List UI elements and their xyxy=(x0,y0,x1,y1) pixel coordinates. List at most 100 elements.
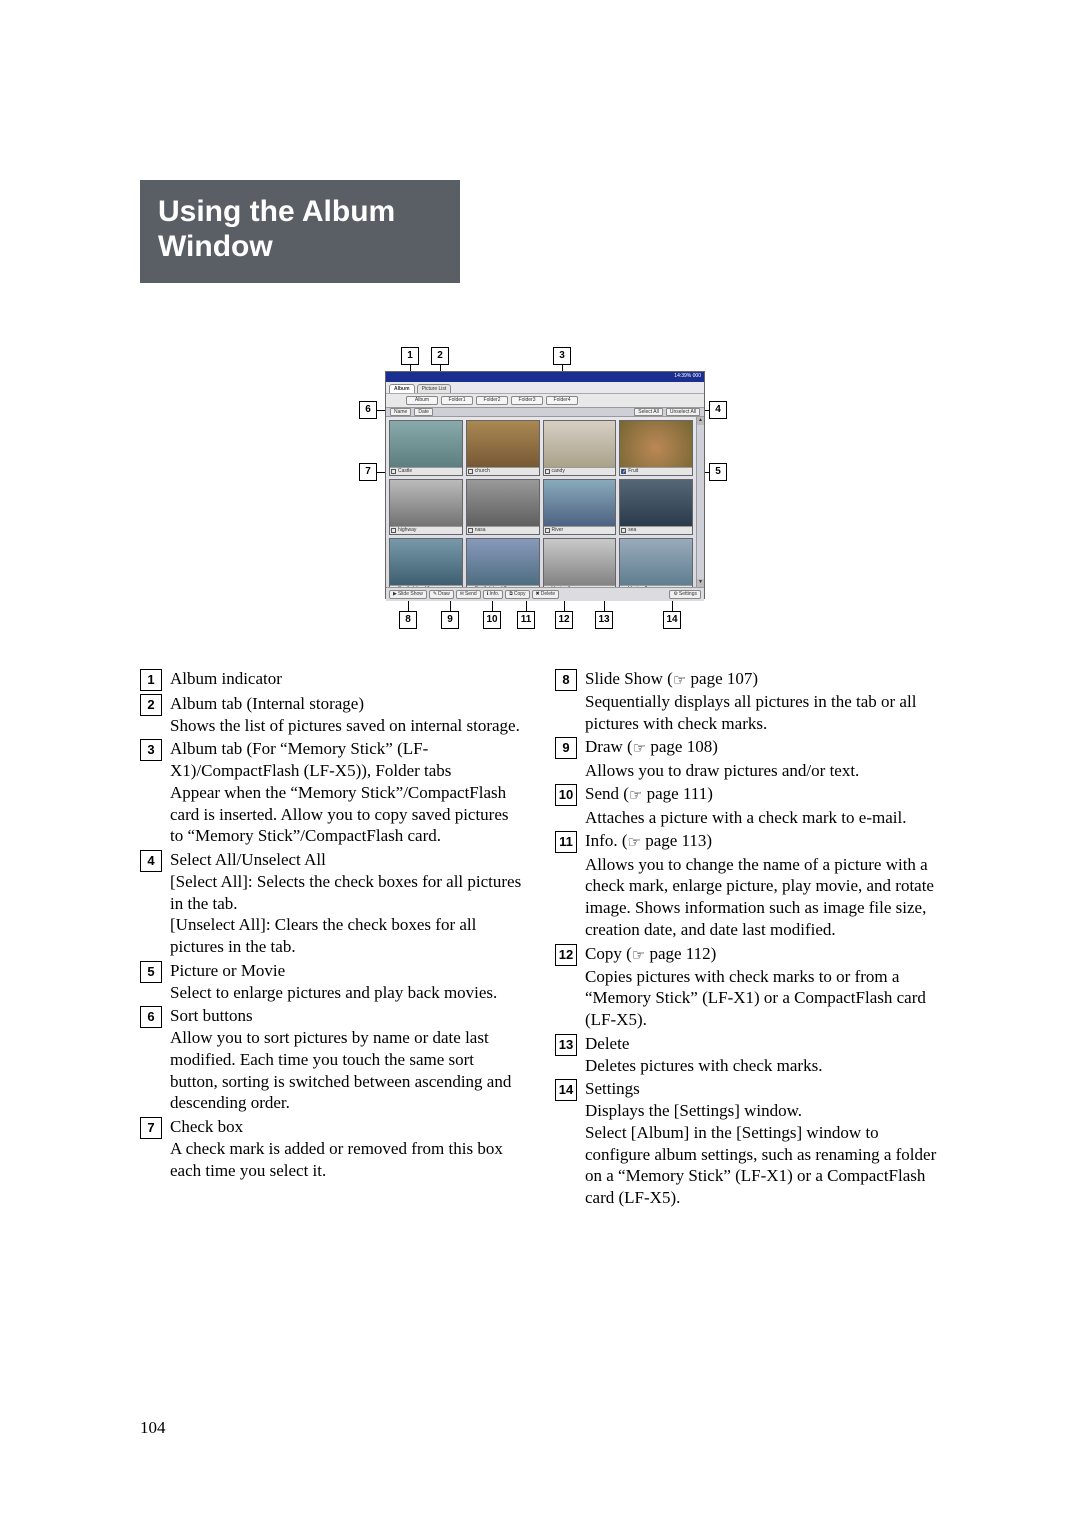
scroll-up-icon[interactable]: ▲ xyxy=(697,417,704,425)
settings-button[interactable]: ⚙Settings xyxy=(669,590,701,599)
definition-item: 12Copy (☞ page 112)Copies pictures with … xyxy=(555,943,940,1031)
definition-title: Sort buttons xyxy=(170,1005,525,1027)
thumbnail-caption: Castle xyxy=(390,467,462,475)
definition-description: [Unselect All]: Clears the check boxes f… xyxy=(170,914,525,958)
ui-folder-tab[interactable]: Folder2 xyxy=(476,396,508,405)
definition-marker: 14 xyxy=(555,1079,577,1101)
thumbnail-label: candy xyxy=(552,468,565,474)
thumbnail-caption: highway xyxy=(390,526,462,534)
thumbnail[interactable]: sea xyxy=(619,479,693,535)
thumbnail-checkbox[interactable] xyxy=(468,528,473,533)
delete-icon: ✖ xyxy=(536,591,540,597)
thumbnail[interactable]: highway xyxy=(389,479,463,535)
definition-body: Select All/Unselect All[Select All]: Sel… xyxy=(170,849,525,958)
thumbnail[interactable]: South Island 2 xyxy=(466,538,540,587)
definition-description: Shows the list of pictures saved on inte… xyxy=(170,715,525,737)
ui-top-tabs: Album Picture List xyxy=(386,382,704,393)
copy-button[interactable]: ⧉Copy xyxy=(505,590,529,599)
vertical-scrollbar[interactable]: ▲ ▼ xyxy=(696,417,704,587)
page-ref-icon: ☞ xyxy=(632,947,645,966)
album-window-ui: 14:39% 000 Album Picture List Album Fold… xyxy=(385,371,705,599)
definition-description: Displays the [Settings] window. xyxy=(585,1100,940,1122)
draw-button[interactable]: ✎Draw xyxy=(429,590,454,599)
thumbnail-checkbox[interactable] xyxy=(621,528,626,533)
delete-button[interactable]: ✖Delete xyxy=(532,590,560,599)
thumbnail-caption: candy xyxy=(544,467,616,475)
ui-folder-tab[interactable]: Album xyxy=(406,396,438,405)
callout-11: 11 xyxy=(517,611,535,629)
draw-icon: ✎ xyxy=(433,591,437,597)
thumbnail-label: South Island 2 xyxy=(475,586,507,587)
thumbnail[interactable]: nasa xyxy=(466,479,540,535)
ui-tab-picture-list[interactable]: Picture List xyxy=(417,384,452,393)
definition-description: Copies pictures with check marks to or f… xyxy=(585,966,940,1031)
definition-body: Slide Show (☞ page 107)Sequentially disp… xyxy=(585,668,940,735)
ui-folder-tab[interactable]: Folder1 xyxy=(441,396,473,405)
thumbnail[interactable]: River xyxy=(543,479,617,535)
thumbnail[interactable]: Venice 2 xyxy=(619,538,693,587)
definition-marker: 3 xyxy=(140,739,162,761)
unselect-all-button[interactable]: Unselect All xyxy=(666,408,700,416)
definition-item: 11Info. (☞ page 113)Allows you to change… xyxy=(555,830,940,940)
page-ref-icon: ☞ xyxy=(629,787,642,806)
select-all-button[interactable]: Select All xyxy=(634,408,663,416)
thumbnail[interactable]: church xyxy=(466,420,540,476)
thumbnail[interactable]: South Island 1 xyxy=(389,538,463,587)
definition-item: 4Select All/Unselect All[Select All]: Se… xyxy=(140,849,525,958)
thumbnail-checkbox[interactable] xyxy=(545,528,550,533)
definition-title: Picture or Movie xyxy=(170,960,525,982)
definition-marker: 6 xyxy=(140,1006,162,1028)
thumbnail[interactable]: candy xyxy=(543,420,617,476)
thumbnail-label: South Island 1 xyxy=(398,586,430,587)
thumbnail[interactable]: Fruit xyxy=(619,420,693,476)
ui-clock: 14:39% 000 xyxy=(674,373,701,379)
thumbnail-checkbox[interactable] xyxy=(621,469,626,474)
sort-date-button[interactable]: Date xyxy=(414,408,433,416)
callout-8: 8 xyxy=(399,611,417,629)
thumbnail[interactable]: Castle xyxy=(389,420,463,476)
thumbnail-label: River xyxy=(552,527,564,533)
section-title-box: Using the Album Window xyxy=(140,180,460,283)
definition-item: 14SettingsDisplays the [Settings] window… xyxy=(555,1078,940,1209)
send-icon: ✉ xyxy=(460,591,464,597)
callout-10: 10 xyxy=(483,611,501,629)
thumbnail-checkbox[interactable] xyxy=(391,528,396,533)
definition-description: Select [Album] in the [Settings] window … xyxy=(585,1122,940,1209)
definition-item: 2Album tab (Internal storage)Shows the l… xyxy=(140,693,525,737)
thumbnail-caption: South Island 2 xyxy=(467,585,539,587)
ui-tab-album[interactable]: Album xyxy=(389,384,415,393)
thumbnail-checkbox[interactable] xyxy=(545,469,550,474)
ui-toolbar: ▶Slide Show ✎Draw ✉Send ℹInfo. ⧉Copy ✖De… xyxy=(386,587,704,601)
definition-title: Check box xyxy=(170,1116,525,1138)
definition-description: [Select All]: Selects the check boxes fo… xyxy=(170,871,525,915)
definition-body: Sort buttonsAllow you to sort pictures b… xyxy=(170,1005,525,1114)
thumbnail-caption: church xyxy=(467,467,539,475)
thumbnail-caption: River xyxy=(544,526,616,534)
thumbnail-checkbox[interactable] xyxy=(391,469,396,474)
definition-body: Album tab (Internal storage)Shows the li… xyxy=(170,693,525,737)
definition-marker: 8 xyxy=(555,669,577,691)
definition-description: Select to enlarge pictures and play back… xyxy=(170,982,525,1004)
callout-12: 12 xyxy=(555,611,573,629)
slide-show-button[interactable]: ▶Slide Show xyxy=(389,590,427,599)
ui-folder-tab[interactable]: Folder4 xyxy=(546,396,578,405)
thumbnail[interactable]: Venice 1 xyxy=(543,538,617,587)
ui-folder-tab[interactable]: Folder3 xyxy=(511,396,543,405)
send-button[interactable]: ✉Send xyxy=(456,590,481,599)
callout-3: 3 xyxy=(553,347,571,365)
sort-name-button[interactable]: Name xyxy=(390,408,411,416)
definition-title: Delete xyxy=(585,1033,940,1055)
definition-title: Send (☞ page 111) xyxy=(585,783,940,806)
page-ref-icon: ☞ xyxy=(627,834,640,853)
definition-marker: 1 xyxy=(140,669,162,691)
info-button[interactable]: ℹInfo. xyxy=(483,590,504,599)
definition-marker: 10 xyxy=(555,784,577,806)
definition-title: Copy (☞ page 112) xyxy=(585,943,940,966)
definition-description: Attaches a picture with a check mark to … xyxy=(585,807,940,829)
definition-description: Allows you to draw pictures and/or text. xyxy=(585,760,940,782)
callout-7: 7 xyxy=(359,463,377,481)
thumbnail-checkbox[interactable] xyxy=(468,469,473,474)
thumbnail-caption: Fruit xyxy=(620,467,692,475)
definition-body: Draw (☞ page 108)Allows you to draw pict… xyxy=(585,736,940,781)
scroll-down-icon[interactable]: ▼ xyxy=(697,579,704,587)
